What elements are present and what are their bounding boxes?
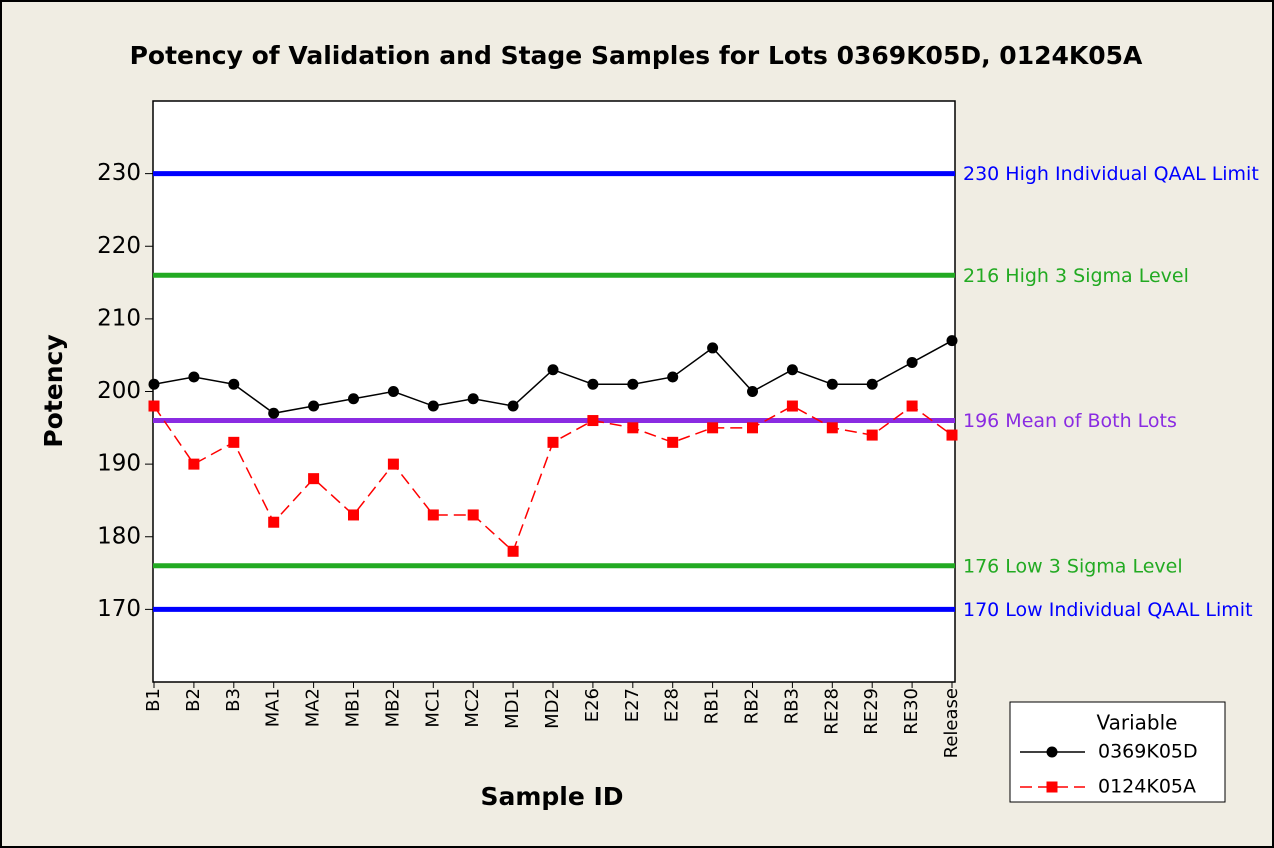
point — [707, 342, 719, 354]
x-tick-label: RE28 — [821, 688, 842, 735]
x-tick-label: RE29 — [861, 688, 882, 735]
point — [786, 400, 798, 412]
point — [786, 364, 798, 376]
point — [826, 422, 838, 434]
reference-label: 170 Low Individual QAAL Limit — [963, 599, 1253, 621]
y-tick-label: 210 — [97, 305, 141, 331]
point — [946, 429, 958, 441]
point — [427, 400, 439, 412]
x-tick-label: RB1 — [702, 688, 723, 724]
point — [427, 509, 439, 521]
y-tick-label: 220 — [97, 233, 141, 259]
point — [228, 436, 240, 448]
x-tick-label: E26 — [582, 688, 603, 722]
point — [268, 516, 280, 528]
x-tick-label: MB1 — [343, 688, 364, 727]
point — [906, 400, 918, 412]
point — [547, 364, 559, 376]
point — [627, 378, 639, 390]
y-tick-label: 230 — [97, 160, 141, 186]
legend-title: Variable — [1097, 711, 1178, 735]
point — [627, 422, 639, 434]
point — [547, 436, 559, 448]
x-tick-label: E28 — [662, 688, 683, 722]
reference-label: 176 Low 3 Sigma Level — [963, 555, 1183, 577]
y-tick-label: 190 — [97, 451, 141, 477]
point — [348, 393, 359, 405]
point — [228, 378, 240, 390]
reference-label: 230 High Individual QAAL Limit — [963, 163, 1259, 185]
reference-label: 216 High 3 Sigma Level — [963, 265, 1189, 287]
point — [906, 356, 918, 368]
point — [387, 386, 399, 397]
point — [826, 378, 838, 390]
x-tick-label: B1 — [143, 688, 164, 712]
x-tick-label: B3 — [223, 688, 244, 712]
point — [747, 386, 758, 397]
point — [866, 378, 878, 390]
point — [148, 378, 160, 390]
point — [946, 335, 958, 347]
x-tick-label: MC2 — [462, 688, 483, 728]
point — [188, 371, 200, 383]
x-tick-label: MD2 — [542, 688, 563, 729]
x-tick-label: MC1 — [422, 688, 443, 728]
point — [188, 458, 200, 470]
plot-area — [152, 100, 956, 683]
point — [667, 371, 679, 383]
reference-label: 196 Mean of Both Lots — [963, 410, 1177, 432]
x-axis-title: Sample ID — [480, 782, 623, 811]
point — [747, 422, 758, 434]
legend-label: 0369K05D — [1098, 741, 1198, 763]
point — [1046, 781, 1058, 793]
x-tick-label: Release — [941, 688, 962, 758]
point — [467, 509, 479, 521]
x-tick-label: RB3 — [781, 688, 802, 724]
point — [507, 400, 519, 412]
point — [587, 415, 599, 427]
y-axis-title: Potency — [39, 334, 68, 447]
x-tick-label: MA1 — [263, 688, 284, 727]
point — [866, 429, 878, 441]
x-tick-label: E27 — [622, 688, 643, 722]
point — [667, 436, 679, 448]
chart-title: Potency of Validation and Stage Samples … — [130, 41, 1143, 70]
point — [348, 509, 359, 521]
legend-label: 0124K05A — [1098, 776, 1196, 798]
point — [387, 458, 399, 470]
point — [507, 545, 519, 557]
point — [707, 422, 719, 434]
x-tick-label: RE30 — [901, 688, 922, 735]
point — [148, 400, 160, 412]
point — [467, 393, 479, 405]
x-tick-label: MA2 — [303, 688, 324, 727]
x-tick-label: B2 — [183, 688, 204, 712]
point — [268, 407, 280, 419]
x-tick-label: RB2 — [742, 688, 763, 724]
x-tick-label: MB2 — [382, 688, 403, 727]
y-tick-label: 180 — [97, 523, 141, 549]
point — [308, 473, 320, 485]
y-tick-label: 170 — [97, 596, 141, 622]
y-tick-label: 200 — [97, 378, 141, 404]
x-tick-label: MD1 — [502, 688, 523, 729]
point — [1046, 746, 1058, 758]
point — [308, 400, 320, 412]
point — [587, 378, 599, 390]
